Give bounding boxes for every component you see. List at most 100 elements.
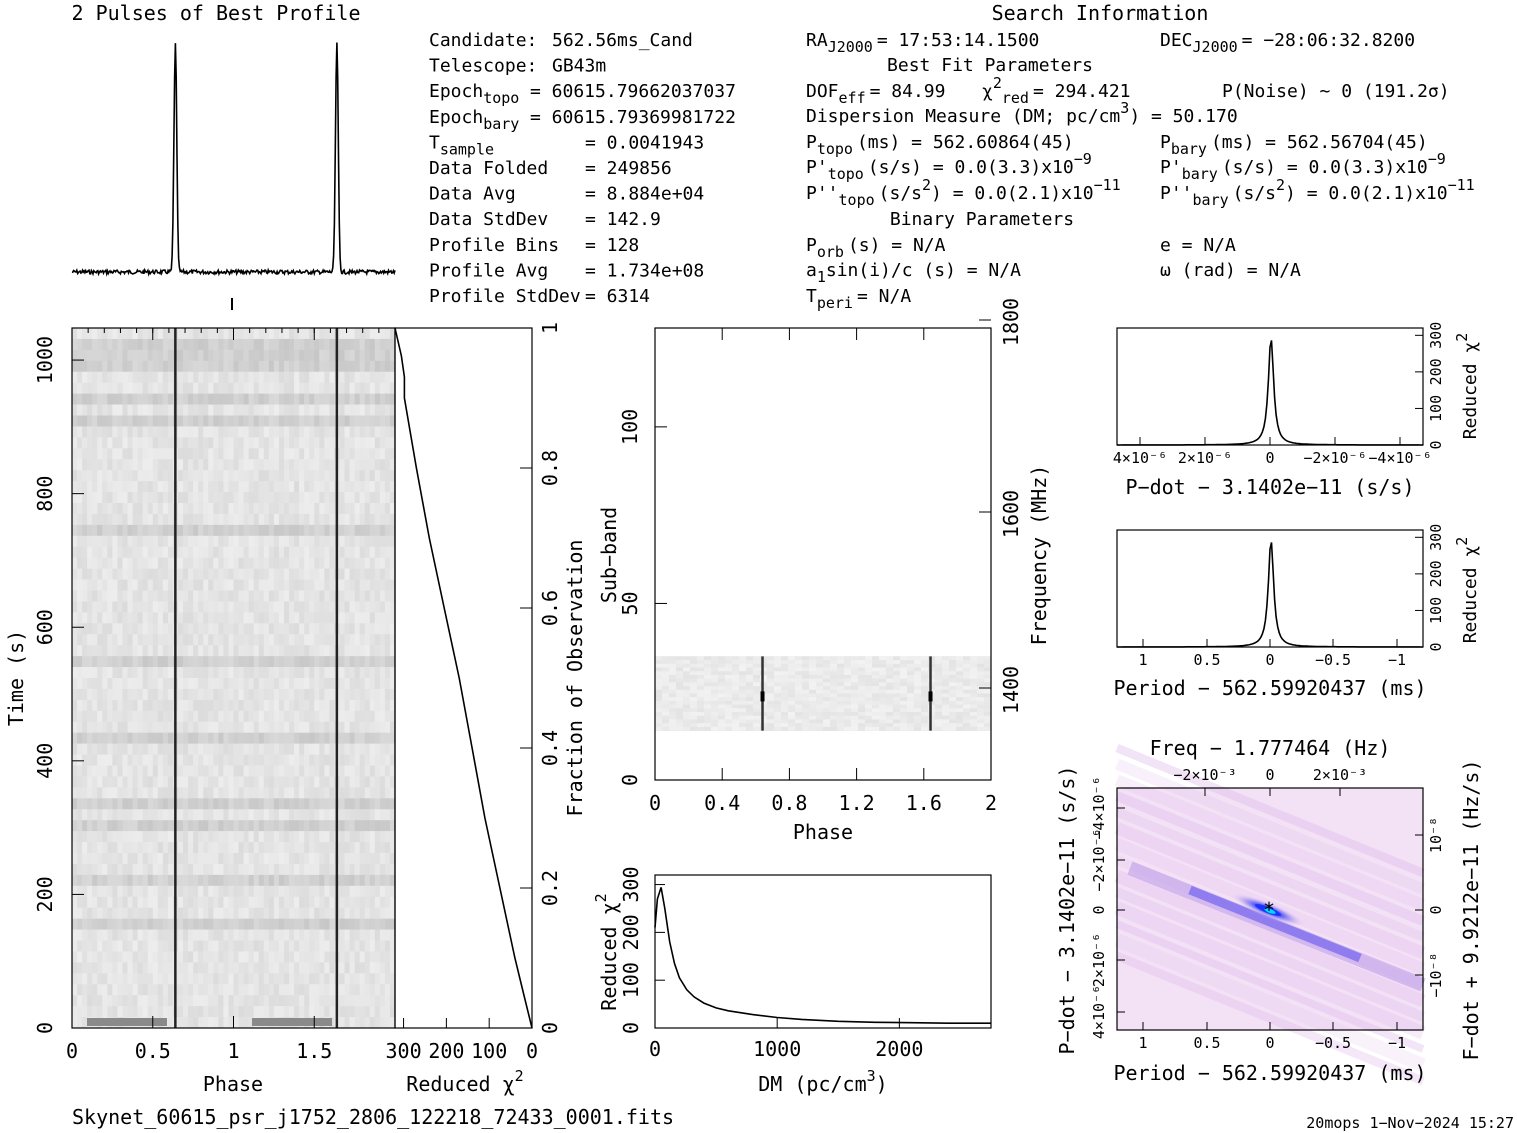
time-phase-cell (339, 656, 345, 668)
time-phase-cell (102, 765, 108, 777)
time-phase-cell (319, 743, 325, 755)
time-phase-cell (147, 459, 154, 471)
time-phase-cell (218, 328, 224, 340)
time-phase-cell (162, 601, 169, 613)
time-phase-cell (299, 612, 305, 624)
subband-cell (662, 708, 670, 713)
time-phase-cell (228, 612, 234, 624)
time-phase-cell (238, 962, 244, 974)
subband-cell (802, 693, 810, 698)
time-phase-cell (258, 853, 265, 865)
time-phase-cell (117, 426, 123, 438)
time-phase-cell (228, 393, 234, 405)
time-phase-cell (72, 940, 78, 952)
time-phase-cell (122, 349, 128, 362)
ptopo-row: Ptopo (ms) = 562.60864(45) (806, 132, 1074, 158)
time-phase-cell (359, 557, 366, 569)
time-phase-cell (268, 459, 275, 471)
time-phase-cell (208, 863, 214, 876)
time-phase-cell (87, 590, 93, 602)
time-phase-cell (233, 513, 239, 526)
time-phase-cell (263, 831, 270, 843)
time-phase-cell (223, 371, 229, 383)
time-phase-cell (208, 842, 214, 854)
subband-cell (886, 656, 894, 661)
time-phase-cell (97, 634, 103, 646)
time-phase-cell (349, 492, 355, 504)
time-phase-cell (223, 951, 229, 963)
time-phase-cell (107, 656, 113, 668)
time-phase-cell (137, 349, 143, 362)
chi2-fraction-ytick-label: 1 (538, 322, 562, 334)
subband-cell (963, 708, 971, 713)
time-phase-cell (92, 513, 98, 526)
subband-cell (690, 671, 698, 676)
time-phase-cell (97, 853, 103, 865)
time-phase-cell (228, 940, 234, 952)
time-phase-cell (193, 918, 199, 930)
time-phase-cell (72, 579, 78, 591)
time-phase-cell (117, 809, 123, 821)
subband-cell (669, 674, 677, 679)
subband-cell (683, 693, 691, 698)
subband-cell (942, 704, 950, 709)
time-phase-cell (122, 1006, 128, 1018)
time-phase-cell (177, 678, 184, 690)
time-phase-cell (289, 612, 295, 624)
subband-cell (704, 660, 712, 665)
time-phase-cell (304, 1006, 310, 1018)
time-phase-cell (203, 995, 209, 1007)
time-phase-cell (167, 546, 174, 558)
subband-cell (711, 663, 719, 668)
time-phase-cell (203, 656, 209, 668)
time-phase-cell (354, 809, 360, 821)
subband-cell (837, 682, 845, 687)
time-phase-cell (228, 481, 234, 493)
time-phase-cell (384, 962, 391, 974)
time-phase-cell (213, 776, 219, 788)
time-phase-cell (107, 951, 113, 963)
time-phase-cell (344, 612, 350, 624)
time-phase-cell (107, 732, 113, 744)
time-phase-cell (238, 513, 244, 526)
time-phase-cell (243, 918, 249, 930)
time-phase-cell (359, 590, 366, 602)
subband-cell (886, 686, 894, 691)
time-phase-cell (304, 404, 310, 416)
time-phase-cell (278, 951, 285, 963)
time-phase-cell (329, 349, 335, 362)
time-phase-cell (283, 678, 290, 690)
time-phase-cell (248, 962, 254, 974)
time-phase-cell (268, 481, 275, 493)
time-phase-cell (107, 699, 113, 712)
time-phase-cell (82, 918, 88, 930)
time-phase-cell (379, 1017, 386, 1029)
time-phase-cell (319, 601, 325, 613)
time-phase-cell (137, 918, 143, 930)
subband-cell (746, 656, 754, 661)
time-phase-cell (218, 535, 224, 548)
time-phase-cell (132, 929, 138, 941)
time-phase-cell (142, 962, 149, 974)
time-phase-cell (253, 349, 260, 362)
time-phase-cell (344, 601, 350, 613)
time-phase-cell (359, 667, 366, 679)
subband-cell (851, 704, 859, 709)
time-phase-cell (248, 492, 254, 504)
time-phase-cell (82, 382, 88, 394)
time-phase-cell (238, 481, 244, 493)
time-phase-cell (329, 874, 335, 887)
subband-cell (676, 667, 684, 672)
time-phase-cell (384, 842, 391, 854)
time-phase-cell (157, 874, 164, 887)
subband-cell (893, 712, 901, 717)
time-phase-cell (263, 349, 270, 362)
time-phase-cell (208, 590, 214, 602)
subband-cell (718, 663, 726, 668)
time-phase-cell (258, 710, 265, 723)
time-phase-cell (137, 896, 143, 908)
time-phase-cell (253, 831, 260, 843)
subband-cell (718, 667, 726, 672)
time-phase-cell (344, 842, 350, 854)
time-phase-cell (278, 896, 285, 908)
